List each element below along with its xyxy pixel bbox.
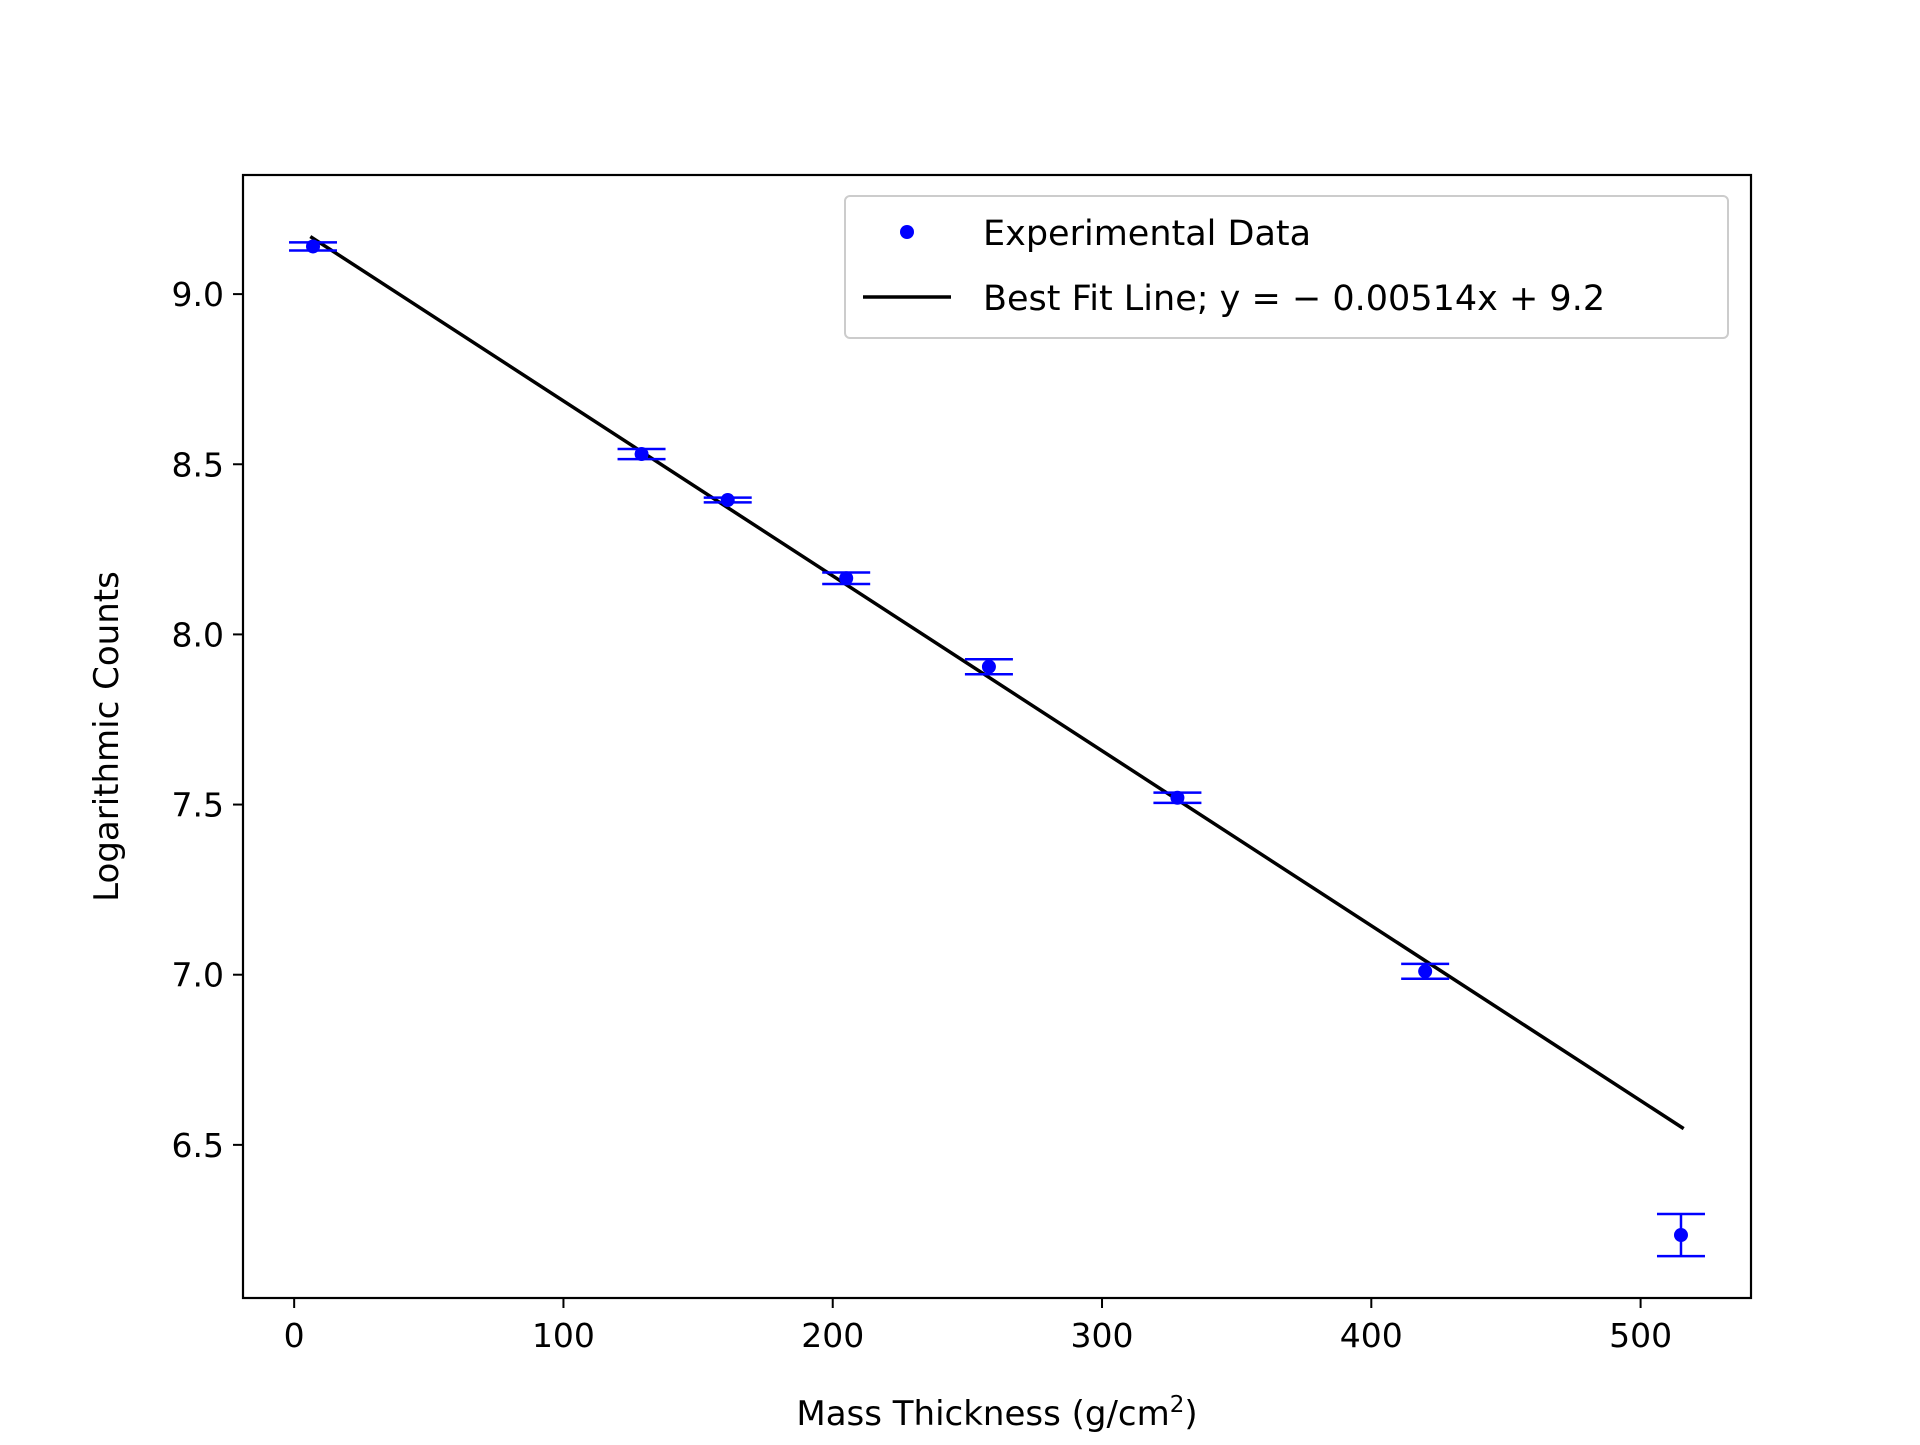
data-point — [720, 492, 735, 507]
plot-frame — [241, 173, 1753, 1300]
y-tick-label: 7.5 — [172, 786, 224, 825]
x-tick-label: 400 — [1340, 1316, 1403, 1355]
x-tick-label: 500 — [1609, 1316, 1672, 1355]
y-tick-label: 8.5 — [172, 445, 224, 484]
data-point — [1418, 964, 1433, 979]
y-tick-label: 6.5 — [172, 1126, 224, 1165]
data-point — [981, 659, 996, 674]
data-point — [1673, 1228, 1688, 1243]
legend-box — [844, 195, 1729, 339]
x-tick-label: 200 — [801, 1316, 864, 1355]
legend: Experimental Data Best Fit Line; y = − 0… — [844, 195, 1729, 339]
points-layer — [289, 239, 1705, 1258]
y-axis-title: Logarithmic Counts — [87, 571, 127, 902]
best-fit-line — [309, 235, 1685, 1131]
data-point — [306, 239, 321, 254]
data-point — [1170, 790, 1185, 805]
data-point — [634, 447, 649, 462]
x-tick-label: 300 — [1071, 1316, 1134, 1355]
legend-marker-experimental — [900, 225, 914, 239]
legend-label-best-fit: Best Fit Line; y = − 0.00514x + 9.2 — [983, 279, 1605, 319]
y-tick-label: 9.0 — [172, 275, 224, 314]
y-tick-label: 7.0 — [172, 956, 224, 995]
legend-label-experimental: Experimental Data — [983, 214, 1311, 254]
ticks-layer: 0 100 200 300 400 500 6.5 7.0 7.5 8.0 8.5 9.0 — [172, 275, 1673, 1355]
x-tick-label: 0 — [284, 1316, 305, 1355]
x-axis-title: Mass Thickness (g/cm2) — [796, 1392, 1197, 1434]
x-tick-label: 100 — [532, 1316, 595, 1355]
y-tick-label: 8.0 — [172, 615, 224, 654]
data-point — [839, 571, 854, 586]
plot-layer — [309, 235, 1685, 1131]
